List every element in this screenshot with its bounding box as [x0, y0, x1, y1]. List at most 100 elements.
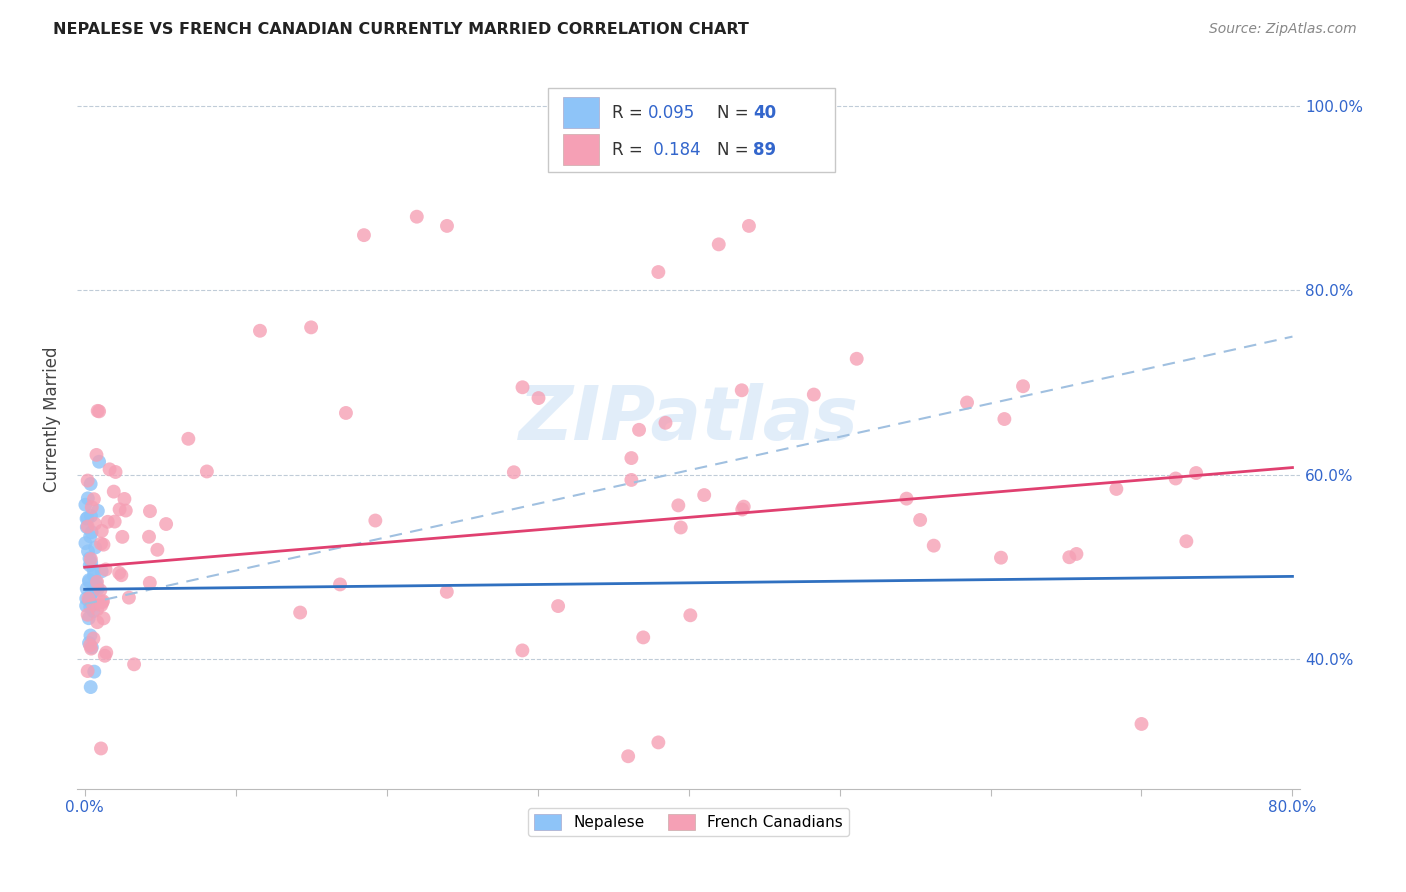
Point: [94, 562, 117, 576]
Point: [94, 648, 117, 663]
Point: [75, 591, 97, 606]
Point: [76, 582, 98, 596]
Point: [111, 530, 134, 544]
Point: [79, 591, 101, 605]
Text: R =: R =: [612, 103, 648, 121]
Point: [628, 423, 651, 437]
Text: N =: N =: [717, 141, 754, 159]
Point: [93, 538, 115, 552]
Point: [84, 541, 107, 555]
Text: 0.095: 0.095: [648, 103, 696, 121]
Point: [617, 749, 640, 764]
FancyBboxPatch shape: [562, 134, 599, 165]
Point: [80, 552, 103, 566]
Point: [76, 491, 98, 506]
Point: [79, 551, 101, 566]
Point: [922, 539, 945, 553]
Point: [738, 219, 761, 233]
Point: [139, 504, 162, 518]
Point: [77, 573, 100, 587]
Point: [79, 628, 101, 642]
Point: [436, 584, 458, 599]
Text: 40: 40: [754, 103, 776, 121]
Point: [77, 574, 100, 589]
Point: [335, 406, 357, 420]
Point: [75, 498, 97, 512]
Y-axis label: Currently Married: Currently Married: [44, 347, 60, 492]
Point: [512, 643, 534, 657]
Point: [87, 582, 110, 596]
Point: [90, 524, 112, 538]
Point: [76, 474, 98, 488]
Point: [87, 455, 110, 469]
Point: [86, 580, 108, 594]
Point: [76, 511, 98, 525]
Point: [76, 519, 98, 533]
Point: [707, 237, 730, 252]
Point: [108, 566, 131, 580]
Text: Source: ZipAtlas.com: Source: ZipAtlas.com: [1209, 22, 1357, 37]
Point: [86, 602, 108, 616]
Point: [679, 608, 702, 623]
Point: [114, 503, 136, 517]
Point: [956, 395, 979, 409]
Point: [527, 391, 550, 405]
Point: [90, 598, 112, 612]
FancyBboxPatch shape: [548, 87, 835, 172]
Point: [249, 324, 271, 338]
Text: N =: N =: [717, 103, 754, 121]
Point: [146, 542, 169, 557]
Point: [93, 611, 115, 625]
Point: [75, 536, 97, 550]
Point: [547, 599, 569, 613]
Point: [83, 516, 105, 531]
Point: [1066, 547, 1088, 561]
Point: [647, 735, 669, 749]
Point: [436, 219, 458, 233]
Point: [82, 598, 104, 612]
Point: [1105, 482, 1128, 496]
Point: [82, 632, 104, 646]
Point: [104, 465, 127, 479]
Point: [87, 404, 110, 418]
Point: [1130, 717, 1153, 731]
Point: [82, 604, 104, 618]
Point: [139, 575, 162, 590]
Point: [1185, 466, 1208, 480]
Point: [666, 499, 689, 513]
Point: [79, 638, 101, 652]
Point: [405, 210, 427, 224]
Point: [731, 384, 754, 398]
Point: [733, 500, 755, 514]
Point: [896, 491, 918, 506]
Point: [83, 665, 105, 679]
Point: [1164, 471, 1187, 485]
Point: [177, 432, 200, 446]
Text: R =: R =: [612, 141, 648, 159]
Point: [80, 556, 103, 570]
Text: NEPALESE VS FRENCH CANADIAN CURRENTLY MARRIED CORRELATION CHART: NEPALESE VS FRENCH CANADIAN CURRENTLY MA…: [53, 22, 749, 37]
Point: [82, 585, 104, 599]
Point: [83, 563, 105, 577]
Point: [83, 568, 105, 582]
Point: [299, 320, 322, 334]
Point: [77, 593, 100, 607]
Point: [80, 500, 103, 515]
Point: [75, 599, 97, 613]
Point: [112, 491, 135, 506]
Point: [77, 591, 100, 606]
Point: [122, 657, 145, 672]
Point: [512, 380, 534, 394]
Point: [96, 646, 118, 660]
Point: [87, 504, 110, 518]
Point: [80, 509, 103, 524]
Text: 0.184: 0.184: [648, 141, 700, 159]
Point: [620, 473, 643, 487]
Point: [108, 502, 131, 516]
Point: [86, 574, 108, 589]
Point: [195, 465, 218, 479]
Point: [79, 558, 101, 573]
Point: [90, 536, 112, 550]
Point: [90, 741, 112, 756]
Point: [669, 520, 692, 534]
